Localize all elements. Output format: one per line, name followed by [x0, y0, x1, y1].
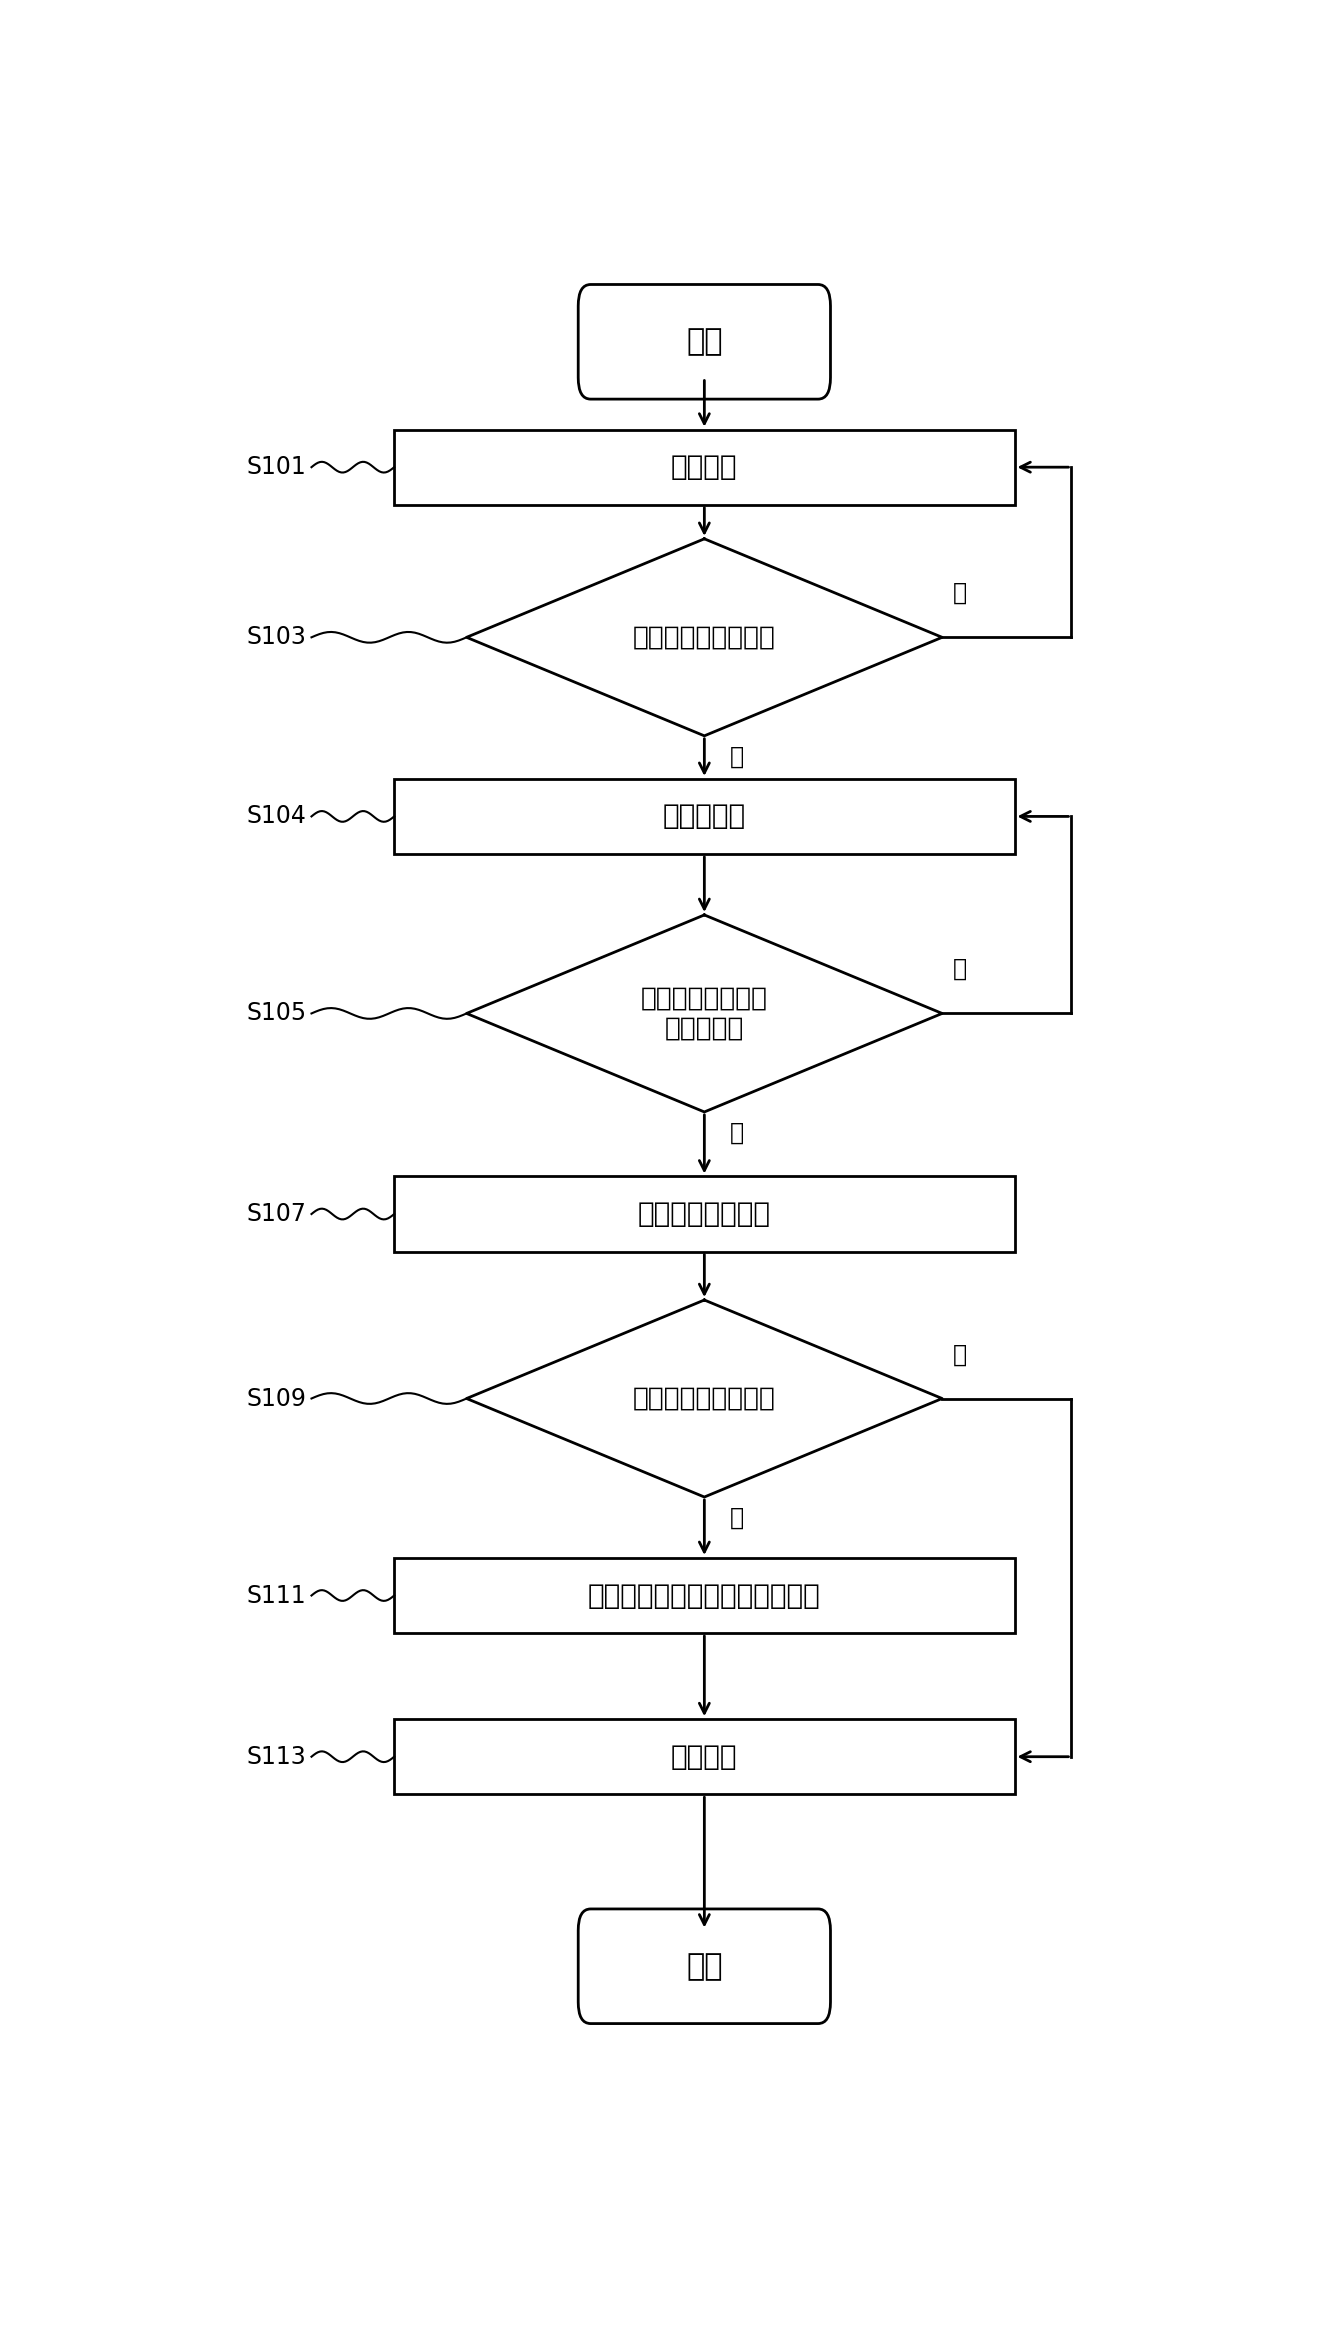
- Text: 运行系统终止功能: 运行系统终止功能: [638, 1200, 771, 1228]
- Text: 否: 否: [952, 582, 967, 605]
- Polygon shape: [467, 1300, 942, 1498]
- Text: S113: S113: [247, 1744, 307, 1768]
- FancyBboxPatch shape: [578, 1910, 831, 2024]
- Text: S104: S104: [247, 805, 307, 828]
- Polygon shape: [467, 540, 942, 735]
- Text: 是否达到系统关闭
设置时间？: 是否达到系统关闭 设置时间？: [640, 986, 768, 1042]
- Text: 否: 否: [952, 1342, 967, 1365]
- Bar: [395, 1558, 1015, 1633]
- Text: S107: S107: [247, 1203, 307, 1226]
- Polygon shape: [467, 914, 942, 1112]
- Bar: [395, 1719, 1015, 1793]
- Text: S101: S101: [247, 456, 307, 479]
- Text: 终止: 终止: [686, 1952, 723, 1982]
- Text: 是否存在业务内容？: 是否存在业务内容？: [632, 1386, 776, 1412]
- Bar: [395, 1177, 1015, 1251]
- Bar: [395, 779, 1015, 854]
- Text: 是: 是: [730, 1121, 744, 1144]
- Bar: [395, 430, 1015, 505]
- Text: 是: 是: [730, 1505, 744, 1531]
- Text: S105: S105: [247, 1003, 307, 1026]
- Text: 以任意文件名儲存在临时文件夹: 以任意文件名儲存在临时文件夹: [588, 1582, 820, 1610]
- Text: 系统终止: 系统终止: [671, 1742, 738, 1770]
- FancyBboxPatch shape: [578, 284, 831, 400]
- Text: S111: S111: [247, 1584, 307, 1607]
- Text: 空闲状态？: 空闲状态？: [663, 802, 746, 830]
- Text: S109: S109: [247, 1386, 307, 1410]
- Text: 否: 否: [952, 958, 967, 982]
- Text: 是: 是: [730, 744, 744, 770]
- Text: 是否设置系统关闭？: 是否设置系统关闭？: [632, 623, 776, 651]
- Text: 开始: 开始: [686, 328, 723, 356]
- Text: S103: S103: [247, 626, 307, 649]
- Text: 开启电源: 开启电源: [671, 454, 738, 481]
